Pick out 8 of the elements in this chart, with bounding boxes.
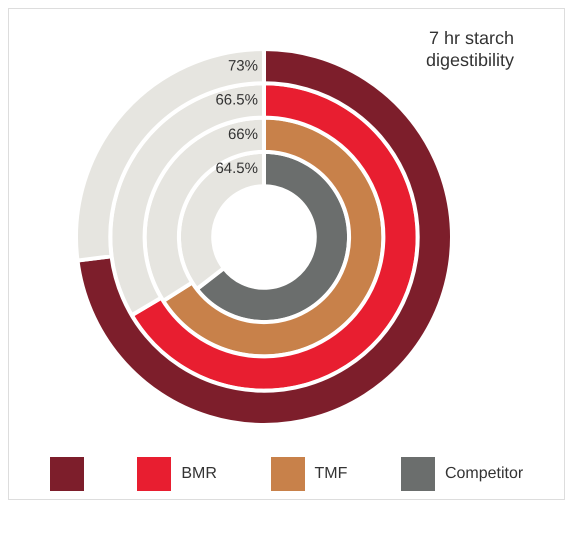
legend-label: Competitor	[444, 464, 524, 483]
text: 64.5%	[215, 160, 258, 178]
legend-label: BMR	[181, 464, 217, 483]
text: 73%	[228, 57, 258, 74]
text: 66%	[228, 126, 258, 143]
text: 66.5%	[215, 92, 258, 109]
legend-label: TMF	[314, 464, 348, 483]
chart-title: 7 hr starch digestibility	[424, 27, 514, 71]
